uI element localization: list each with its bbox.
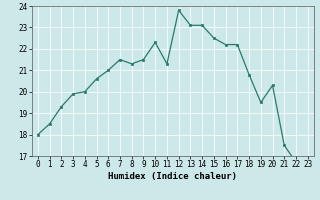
X-axis label: Humidex (Indice chaleur): Humidex (Indice chaleur): [108, 172, 237, 181]
